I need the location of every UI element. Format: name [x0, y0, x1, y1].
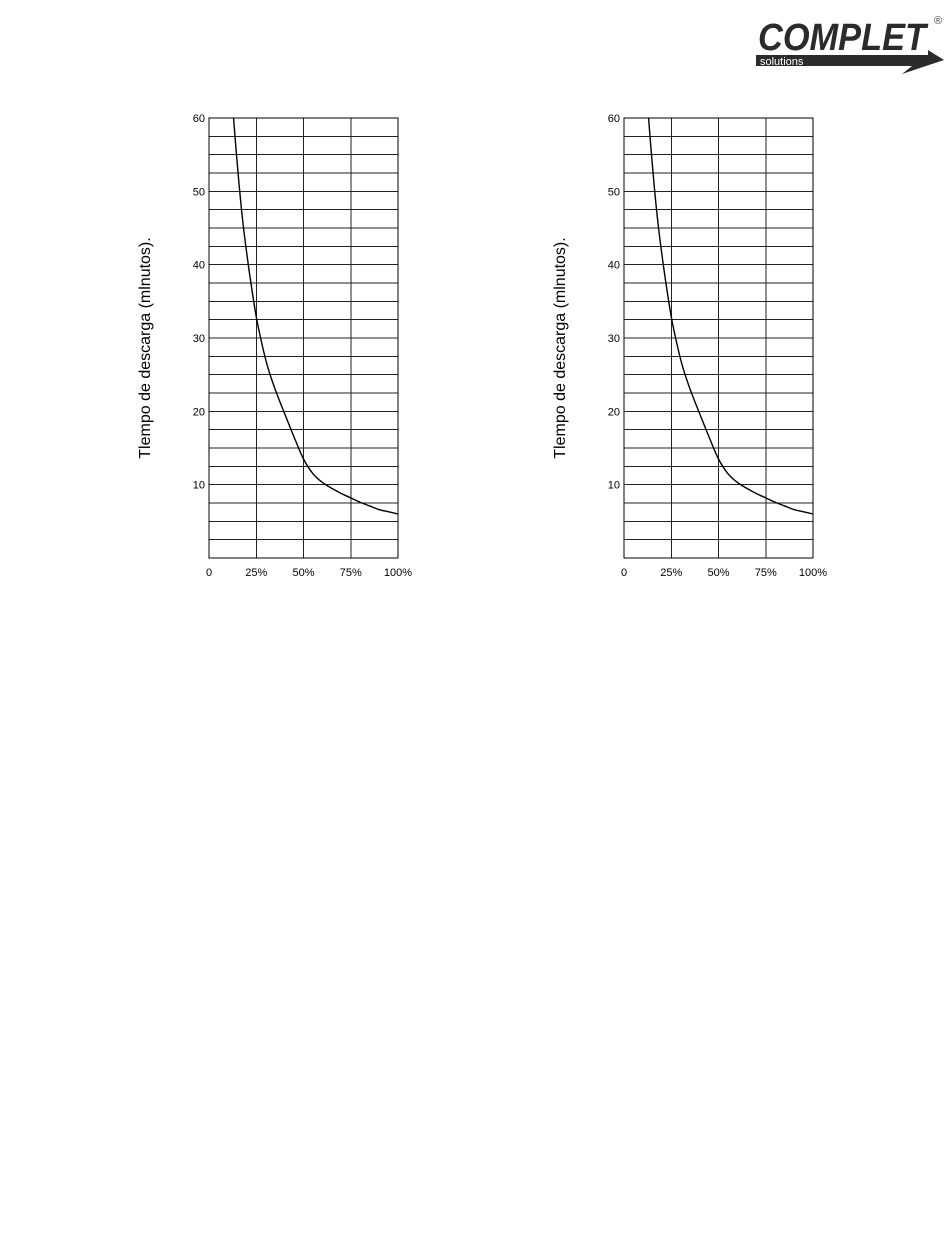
y-tick-label: 60 [193, 113, 205, 125]
y-tick-label: 20 [193, 406, 205, 418]
x-tick-label: 0 [621, 567, 627, 579]
y-tick-label: 30 [608, 333, 620, 345]
y-axis-label: Tlempo de descarga (mlnutos). [552, 237, 569, 458]
y-tick-label: 40 [193, 260, 205, 272]
y-tick-label: 40 [608, 260, 620, 272]
x-tick-label: 100% [799, 567, 827, 579]
plot-frame [623, 117, 814, 559]
discharge-time-chart-left: 60 50 40 30 20 10 0 25% 50% 75% 100% Tlempo de desc… [137, 113, 412, 579]
logo-tagline: solutions [760, 56, 804, 68]
x-tick-label: 50% [707, 567, 729, 579]
discharge-time-chart-right: 60 50 40 30 20 10 0 25% 50% 75% 100% Tlempo de desc… [552, 113, 827, 579]
y-tick-label: 30 [193, 333, 205, 345]
y-tick-label: 60 [608, 113, 620, 125]
discharge-time-curve [647, 117, 814, 515]
complet-solutions-logo: COMPLET ® solutions [756, 14, 944, 74]
x-tick-label: 25% [660, 567, 682, 579]
y-axis-label: Tlempo de descarga (mlnutos). [137, 237, 154, 458]
x-tick-label: 50% [292, 567, 314, 579]
x-tick-label: 100% [384, 567, 412, 579]
y-tick-label: 50 [193, 186, 205, 198]
plot-frame [208, 117, 399, 559]
y-tick-label: 50 [608, 186, 620, 198]
logo-wordmark: COMPLET [758, 17, 929, 59]
logo-arrow-bar [756, 50, 944, 74]
x-tick-label: 75% [755, 567, 777, 579]
discharge-time-curve [232, 117, 399, 515]
x-tick-label: 75% [340, 567, 362, 579]
logo-registered-mark: ® [934, 15, 942, 27]
logo-wordmark-background [756, 14, 928, 54]
y-tick-label: 20 [608, 406, 620, 418]
y-tick-label: 10 [608, 480, 620, 492]
y-tick-label: 10 [193, 480, 205, 492]
x-tick-label: 25% [245, 567, 267, 579]
x-tick-label: 0 [206, 567, 212, 579]
